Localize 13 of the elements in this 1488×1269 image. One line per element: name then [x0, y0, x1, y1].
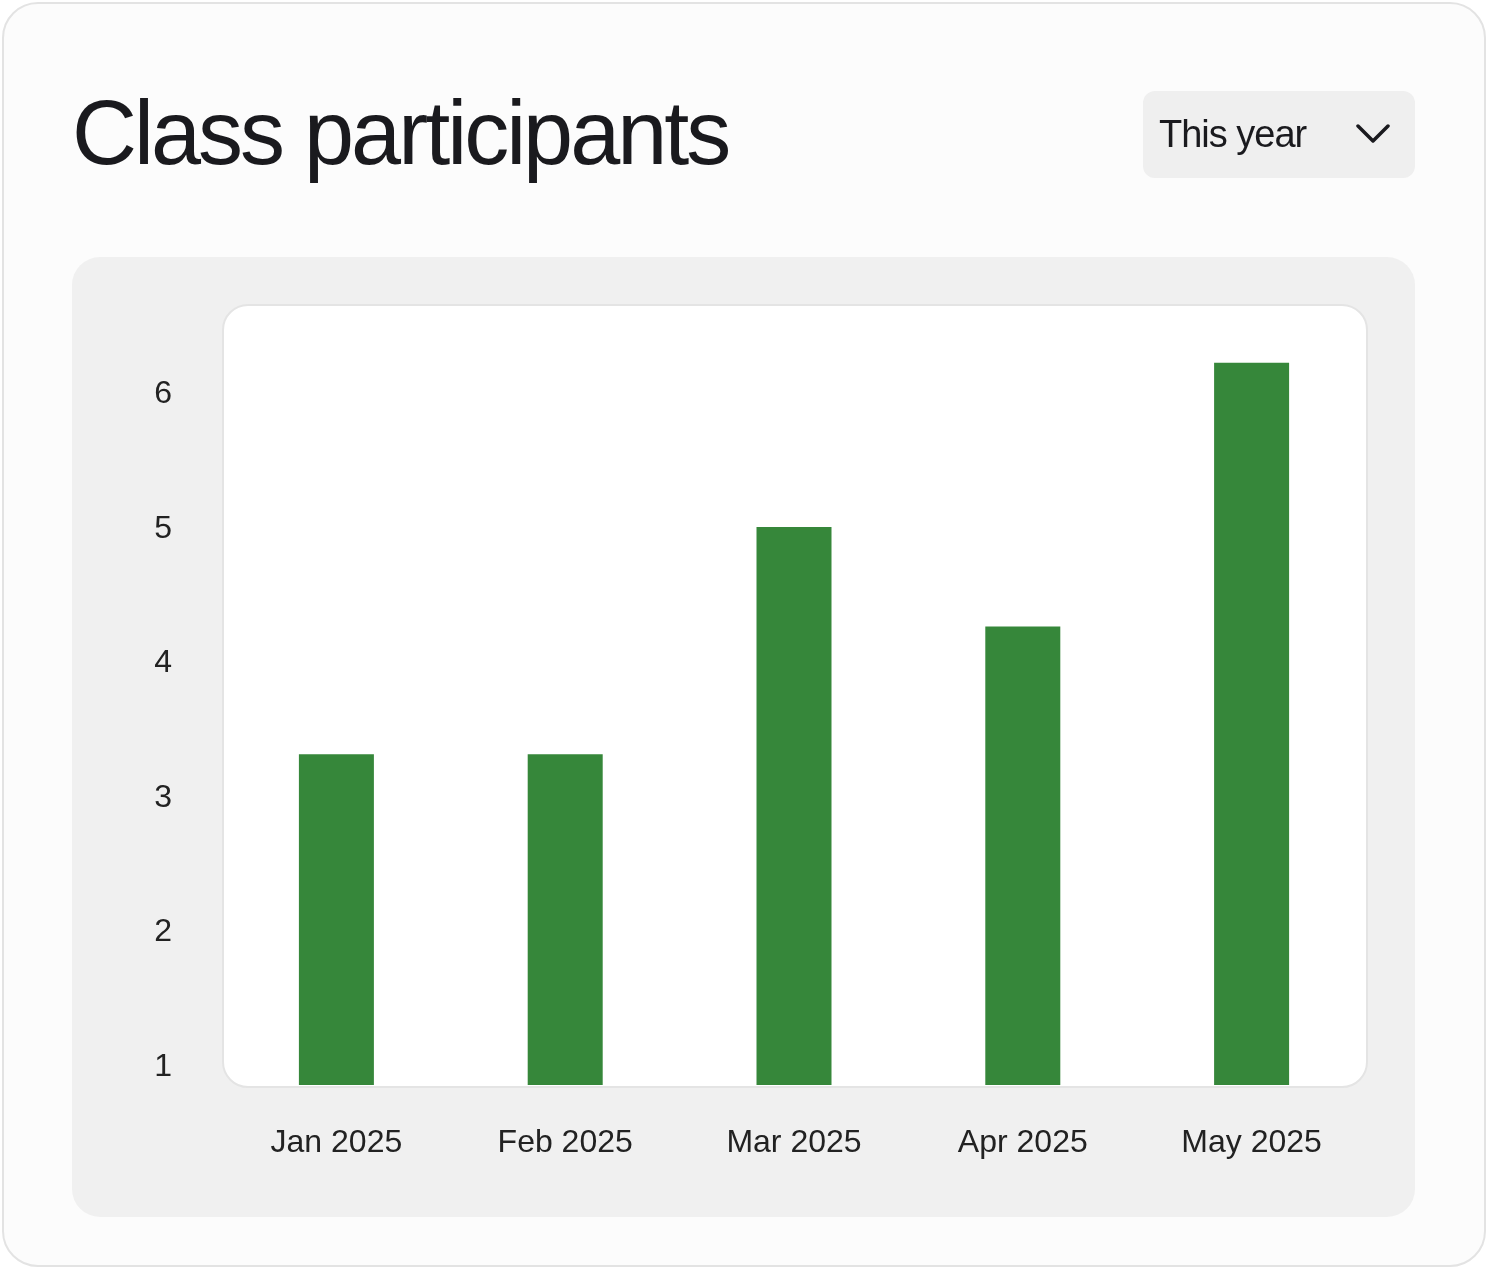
y-tick-label: 1: [154, 1046, 172, 1083]
x-tick-label: Jan 2025: [270, 1123, 403, 1159]
y-tick-label: 6: [154, 374, 172, 411]
x-tick-label: May 2025: [1181, 1123, 1322, 1159]
x-tick-label: Feb 2025: [497, 1123, 633, 1159]
x-tick-label: Apr 2025: [957, 1123, 1088, 1159]
y-tick-label: 3: [154, 777, 172, 814]
text: This year: [1159, 113, 1307, 156]
y-tick-label: 2: [154, 912, 172, 949]
chart-title: Class participants: [72, 82, 729, 185]
x-tick-label: Mar 2025: [726, 1123, 862, 1159]
y-tick-label: 4: [154, 643, 172, 680]
y-tick-label: 5: [154, 508, 172, 545]
